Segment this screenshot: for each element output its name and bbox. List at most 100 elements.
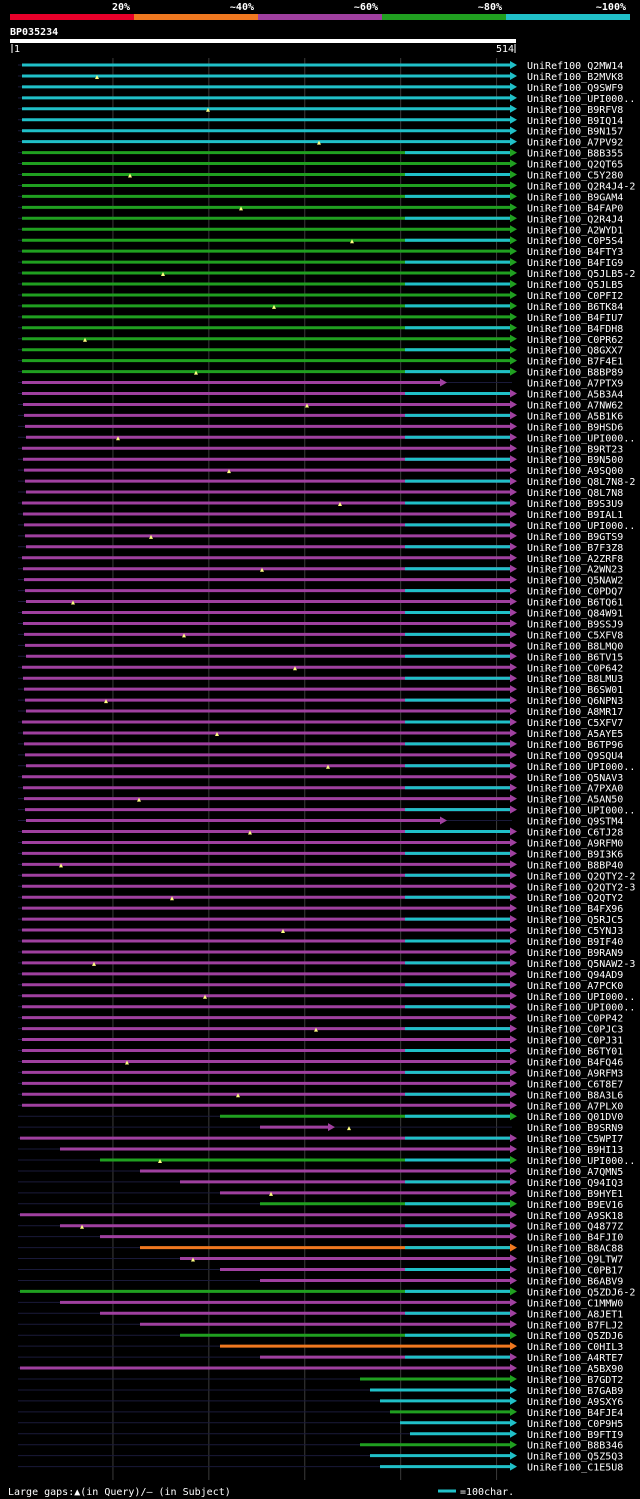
hit-row[interactable]: UniRef100_C0PR62	[18, 334, 623, 346]
hit-row[interactable]: UniRef100_C5WPI7	[18, 1134, 623, 1145]
hit-row[interactable]: UniRef100_Q01DV0	[18, 1112, 623, 1123]
hit-row[interactable]: UniRef100_A5AN50	[18, 794, 623, 806]
hit-label[interactable]: UniRef100_Q2R4J4-2	[527, 181, 635, 192]
hit-label[interactable]: UniRef100_C0PB17	[527, 1266, 623, 1277]
hit-row[interactable]: UniRef100_C1MMW0	[18, 1298, 623, 1309]
hit-label[interactable]: UniRef100_A5B3A4	[527, 390, 623, 401]
hit-label[interactable]: UniRef100_C5YNJ3	[527, 926, 623, 937]
hit-row[interactable]: UniRef100_B9FTI9	[18, 1429, 623, 1441]
hit-row[interactable]: UniRef100_B8LMQ0	[18, 641, 623, 652]
hit-label[interactable]: UniRef100_C0P5S4	[527, 236, 623, 247]
hit-row[interactable]: UniRef100_A7PTX9	[18, 378, 623, 390]
hit-row[interactable]: UniRef100_UPI000..	[18, 991, 635, 1003]
hit-row[interactable]: UniRef100_A7NW62	[18, 400, 623, 411]
hit-row[interactable]: UniRef100_B8AC88	[18, 1243, 623, 1255]
hit-row[interactable]: UniRef100_C5YNJ3	[18, 926, 623, 937]
hit-row[interactable]: UniRef100_UPI000..	[18, 433, 635, 444]
hit-row[interactable]: UniRef100_Q2R4J4	[18, 214, 623, 225]
hit-row[interactable]: UniRef100_C0PJ31	[18, 1035, 623, 1047]
hit-label[interactable]: UniRef100_Q2MW14	[527, 61, 623, 72]
hit-row[interactable]: UniRef100_A7QMN5	[18, 1166, 623, 1178]
hit-row[interactable]: UniRef100_A5B1K6	[18, 411, 623, 422]
hit-row[interactable]: UniRef100_B7F3Z8	[18, 542, 623, 554]
hit-label[interactable]: UniRef100_B6TQ61	[527, 598, 623, 609]
hit-label[interactable]: UniRef100_UPI000..	[527, 1156, 635, 1167]
hit-row[interactable]: UniRef100_B6TQ61	[18, 597, 623, 609]
hit-label[interactable]: UniRef100_B4FAP0	[527, 203, 623, 214]
hit-label[interactable]: UniRef100_B9IQ14	[527, 116, 623, 127]
hit-row[interactable]: UniRef100_C0P642	[18, 663, 623, 674]
hit-row[interactable]: UniRef100_A8JET1	[18, 1309, 623, 1320]
hit-label[interactable]: UniRef100_C1E5U8	[527, 1463, 623, 1474]
hit-row[interactable]: UniRef100_B6TY01	[18, 1046, 623, 1058]
hit-row[interactable]: UniRef100_C5Y280	[18, 170, 623, 182]
hit-label[interactable]: UniRef100_B9N500	[527, 455, 623, 466]
hit-row[interactable]: UniRef100_B2MVK8	[18, 71, 623, 83]
hit-label[interactable]: UniRef100_UPI000..	[527, 762, 635, 773]
hit-row[interactable]: UniRef100_Q94IQ3	[18, 1177, 623, 1189]
hit-row[interactable]: UniRef100_B9RFV8	[18, 104, 623, 116]
hit-row[interactable]: UniRef100_A9SQ00	[18, 466, 623, 477]
hit-label[interactable]: UniRef100_B4FIG9	[527, 258, 623, 269]
hit-row[interactable]: UniRef100_B9GTS9	[18, 531, 623, 543]
hit-label[interactable]: UniRef100_Q5Z5Q3	[527, 1452, 623, 1463]
hit-row[interactable]: UniRef100_UPI000..	[18, 93, 635, 105]
hit-row[interactable]: UniRef100_B8B346	[18, 1440, 623, 1452]
hit-row[interactable]: UniRef100_B9EV16	[18, 1199, 623, 1211]
hit-label[interactable]: UniRef100_Q5NAW2	[527, 576, 623, 587]
hit-label[interactable]: UniRef100_C0PP42	[527, 1014, 623, 1025]
hit-row[interactable]: UniRef100_Q8L7N8-2	[18, 477, 635, 488]
hit-label[interactable]: UniRef100_B9HYE1	[527, 1189, 623, 1200]
hit-label[interactable]: UniRef100_A5BX90	[527, 1364, 623, 1375]
hit-label[interactable]: UniRef100_B7FLJ2	[527, 1320, 623, 1331]
hit-label[interactable]: UniRef100_A7PCK0	[527, 981, 623, 992]
hit-label[interactable]: UniRef100_C0P642	[527, 663, 623, 674]
hit-label[interactable]: UniRef100_Q5JLB5-2	[527, 269, 635, 280]
hit-row[interactable]: UniRef100_Q2QTY2-2	[18, 871, 635, 882]
hit-label[interactable]: UniRef100_UPI000..	[527, 1003, 635, 1014]
hit-label[interactable]: UniRef100_B9RFV8	[527, 105, 623, 116]
hit-row[interactable]: UniRef100_B9IAL1	[18, 509, 623, 521]
hit-label[interactable]: UniRef100_A7PTX9	[527, 379, 623, 390]
hit-label[interactable]: UniRef100_Q5JLB5	[527, 280, 623, 291]
hit-label[interactable]: UniRef100_UPI000..	[527, 992, 635, 1003]
hit-row[interactable]: UniRef100_B9HI13	[18, 1145, 623, 1156]
hit-row[interactable]: UniRef100_B7F4E1	[18, 356, 623, 368]
hit-label[interactable]: UniRef100_B9IF40	[527, 937, 623, 948]
hit-row[interactable]: UniRef100_UPI000..	[18, 520, 635, 532]
hit-label[interactable]: UniRef100_C0PR62	[527, 335, 623, 346]
hit-row[interactable]: UniRef100_B9HYE1	[18, 1188, 623, 1200]
hit-row[interactable]: UniRef100_A7PXA0	[18, 783, 623, 795]
hit-label[interactable]: UniRef100_B8A3L6	[527, 1090, 623, 1101]
hit-row[interactable]: UniRef100_B9S3U9	[18, 499, 623, 510]
hit-label[interactable]: UniRef100_B9IAL1	[527, 510, 623, 521]
hit-label[interactable]: UniRef100_Q5ZDJ6-2	[527, 1287, 635, 1298]
hit-label[interactable]: UniRef100_A7QMN5	[527, 1167, 623, 1178]
hit-row[interactable]: UniRef100_Q9STM4	[18, 816, 623, 828]
hit-row[interactable]: UniRef100_A8MR17	[18, 707, 623, 718]
hit-row[interactable]: UniRef100_C0PB17	[18, 1265, 623, 1277]
hit-label[interactable]: UniRef100_Q01DV0	[527, 1112, 623, 1123]
hit-row[interactable]: UniRef100_B9SRN9	[18, 1123, 623, 1134]
hit-label[interactable]: UniRef100_A2WN23	[527, 565, 623, 576]
hit-row[interactable]: UniRef100_B9SSJ9	[18, 619, 623, 630]
hit-row[interactable]: UniRef100_B9I3K6	[18, 849, 623, 860]
hit-row[interactable]: UniRef100_Q5Z5Q3	[18, 1451, 623, 1463]
hit-row[interactable]: UniRef100_C1E5U8	[18, 1462, 623, 1474]
hit-row[interactable]: UniRef100_A9RFM3	[18, 1068, 623, 1079]
hit-row[interactable]: UniRef100_Q9SQU4	[18, 750, 623, 762]
hit-row[interactable]: UniRef100_B4FDH8	[18, 323, 623, 335]
hit-label[interactable]: UniRef100_B7GAB9	[527, 1386, 623, 1397]
hit-label[interactable]: UniRef100_A9SXY6	[527, 1397, 623, 1408]
hit-row[interactable]: UniRef100_Q5NAW2	[18, 575, 623, 587]
hit-label[interactable]: UniRef100_A7PV92	[527, 138, 623, 149]
hit-label[interactable]: UniRef100_B6TP96	[527, 740, 623, 751]
hit-row[interactable]: UniRef100_C6TJ28	[18, 827, 623, 839]
hit-label[interactable]: UniRef100_B9N157	[527, 127, 623, 138]
hit-label[interactable]: UniRef100_C5WPI7	[527, 1134, 623, 1145]
hit-row[interactable]: UniRef100_Q2MW14	[18, 61, 623, 72]
hit-row[interactable]: UniRef100_C5XFV7	[18, 718, 623, 729]
hit-label[interactable]: UniRef100_Q4877Z	[527, 1222, 623, 1233]
hit-row[interactable]: UniRef100_C0P5S4	[18, 236, 623, 247]
hit-row[interactable]: UniRef100_A7PLX0	[18, 1101, 623, 1112]
